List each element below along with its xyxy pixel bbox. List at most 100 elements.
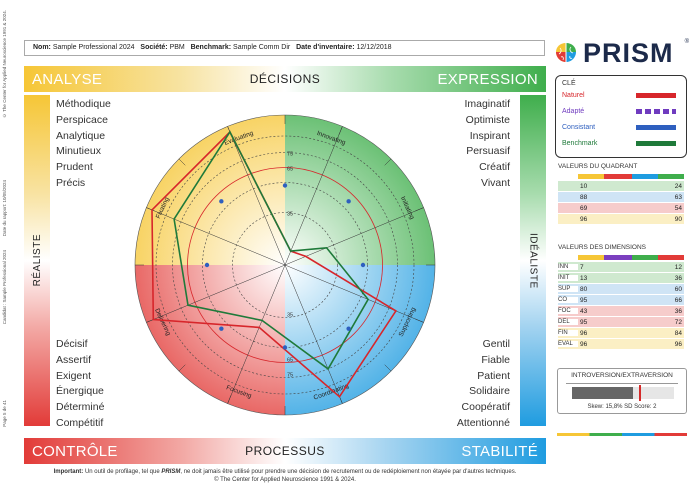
table-row: EVAL 96 96	[558, 339, 684, 349]
word-list-top-left: Méthodique Perspicace Analytique Minutie…	[56, 97, 111, 192]
quadrant-controle	[135, 265, 285, 415]
registered-mark: ®	[684, 39, 689, 45]
word-item: Méthodique	[56, 98, 111, 110]
date-value: 12/12/2018	[356, 44, 392, 51]
radar-ring	[155, 135, 415, 395]
word-item: Coopératif	[461, 401, 510, 414]
key-row-consistent: Consistant	[562, 122, 680, 138]
value-right: 96	[674, 340, 682, 348]
ie-marker	[639, 385, 641, 401]
top-band: DÉCISIONS ANALYSE EXPRESSION	[24, 66, 546, 92]
row-label: INIT	[558, 275, 578, 281]
key-row-adapted: Adapté	[562, 106, 680, 122]
band-processus: PROCESSUS	[245, 444, 325, 458]
value-right: 90	[674, 215, 682, 223]
value-right: 72	[674, 318, 682, 326]
radar-tick	[338, 126, 343, 135]
value-spacer	[598, 328, 660, 338]
band-expression: EXPRESSION	[437, 70, 538, 88]
band-idealiste: IDÉALISTE	[527, 232, 539, 289]
radar-spoke	[284, 264, 424, 323]
quadrant-rows: 10 24 88 63 69 54 96 90	[558, 181, 684, 224]
value-spacer	[598, 339, 660, 349]
word-item: Précis	[56, 176, 86, 189]
value-right: 63	[674, 193, 682, 201]
word-item: Minutieux	[56, 145, 101, 158]
benchmark-label: Benchmark:	[190, 44, 232, 51]
dimension-values-title: VALEURS DES DIMENSIONS	[558, 244, 647, 251]
quadrant-values-title: VALEURS DU QUADRANT	[558, 163, 638, 170]
radar-spoke	[227, 264, 286, 404]
value-right: 24	[674, 182, 682, 190]
right-vertical-band: IDÉALISTE	[520, 95, 546, 426]
word-item: Énergique	[56, 385, 104, 398]
table-row: INIT 13 36	[558, 273, 684, 283]
radar-spoke	[284, 264, 343, 404]
radar-ring-label: 35	[287, 212, 293, 218]
key-label: Adapté	[562, 108, 585, 115]
table-header-colors	[558, 174, 684, 181]
value-spacer	[598, 306, 660, 316]
radar-ring	[232, 212, 338, 318]
quadrant-analyse	[135, 115, 285, 265]
radar-tick	[227, 395, 232, 404]
key-label: Naturel	[562, 92, 585, 99]
name-value: Sample Professional 2024	[52, 44, 135, 51]
table-header-colors	[558, 255, 684, 262]
dimension-rows: INN 7 12 INIT 13 36 SUP 80 60 CO 95 66 FOC 43 36 DEL 95 7…	[558, 262, 684, 349]
radar-ring-label: 65	[287, 358, 293, 364]
value-right: 66	[674, 296, 682, 304]
key-row-natural: Naturel	[562, 90, 680, 106]
key-swatch-benchmark	[636, 141, 676, 146]
value-right: 36	[674, 274, 682, 282]
word-list-bottom-right: Gentil Fiable Patient Solidaire Coopérat…	[420, 337, 510, 432]
ie-caption: Skew: 15,8% SD Score: 2	[587, 404, 657, 410]
ie-track	[572, 385, 674, 401]
benchmark-value: Sample Comm Dir	[233, 44, 291, 51]
radar-ring	[172, 152, 398, 378]
word-item: Assertif	[56, 353, 92, 366]
radar-spoke	[227, 126, 286, 266]
radar-tick	[146, 207, 155, 212]
value-left: 96	[580, 215, 588, 223]
ie-fill	[572, 387, 634, 399]
value-spacer	[598, 214, 660, 224]
value-left: 13	[580, 274, 588, 282]
key-title: CLÉ	[562, 80, 576, 87]
ie-divider	[566, 383, 678, 384]
footer-brand: PRISM	[161, 469, 181, 475]
value-right: 60	[674, 285, 682, 293]
band-decisions: DÉCISIONS	[249, 72, 321, 86]
value-left: 10	[580, 182, 588, 190]
value-spacer	[598, 273, 660, 283]
radar-tick	[178, 364, 186, 372]
radar-ring-label: 35	[287, 313, 293, 319]
radar-ring-labels: 35 35 65 65 75 75	[287, 152, 293, 379]
prism-logo: PRISM ®	[553, 37, 693, 69]
word-item: Fiable	[481, 353, 510, 366]
value-left: 43	[580, 307, 588, 315]
word-list-bottom-left: Décisif Assertif Exigent Énergique Déter…	[56, 337, 104, 432]
prism-wordmark: PRISM	[583, 37, 674, 68]
radar-series	[151, 130, 398, 398]
value-right: 54	[674, 204, 682, 212]
table-row: FOC 43 36	[558, 306, 684, 316]
table-row: SUP 80 60	[558, 284, 684, 294]
key-swatch-adapted	[636, 109, 676, 114]
table-row: INN 7 12	[558, 262, 684, 272]
word-item: Compétitif	[56, 416, 104, 429]
word-item: Perspicace	[56, 113, 108, 126]
band-analyse: ANALYSE	[32, 70, 103, 88]
consistency-dot	[282, 345, 288, 350]
key-label: Benchmark	[562, 140, 598, 147]
quadrant-values-table: 10 24 88 63 69 54 96 90	[558, 174, 684, 225]
word-item: Solidaire	[469, 385, 510, 398]
value-left: 69	[580, 204, 588, 212]
band-controle: CONTRÔLE	[32, 442, 118, 460]
row-label: DEL	[558, 319, 578, 325]
word-item: Attentionné	[456, 416, 510, 429]
value-spacer	[598, 181, 660, 191]
radar-ring-label: 75	[287, 152, 293, 158]
color-stripe	[557, 433, 687, 436]
brain-icon	[556, 43, 576, 62]
